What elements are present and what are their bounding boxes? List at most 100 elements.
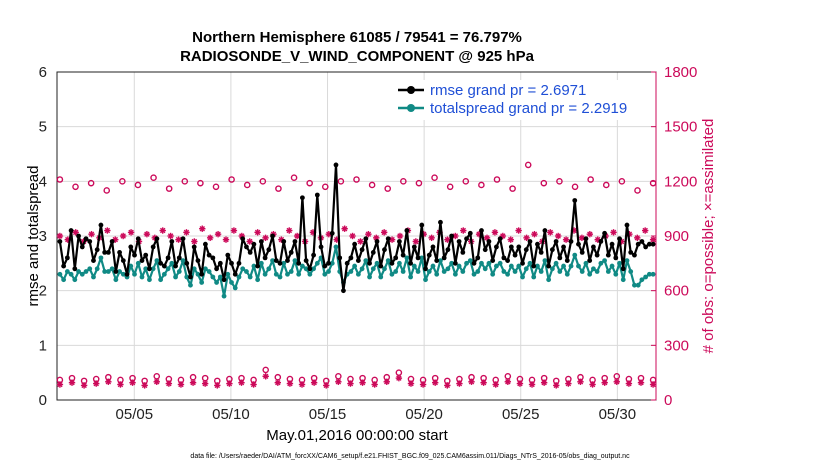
chart-subtitle: RADIOSONDE_V_WIND_COMPONENT @ 925 hPa (180, 48, 535, 65)
totalspread-point (557, 269, 563, 274)
y-tick-label-right: 1200 (664, 173, 697, 190)
obs-possible-point (150, 174, 157, 181)
rmse-point (57, 239, 63, 244)
obs-assimilated-point (649, 236, 657, 243)
y-tick-label: 0 (39, 392, 47, 409)
rmse-point (549, 247, 555, 253)
rmse-point (180, 236, 186, 242)
obs-assimilated-point (586, 230, 594, 238)
rmse-point (240, 236, 246, 242)
totalspread-point (87, 266, 93, 272)
rmse-point (221, 277, 227, 283)
y-tick-label: 3 (39, 228, 47, 245)
obs-assimilated-point (165, 380, 173, 387)
rmse-point (255, 263, 261, 269)
rmse-point (188, 274, 193, 280)
rmse-point (479, 228, 484, 233)
rmse-point (583, 236, 589, 242)
totalspread-point (512, 269, 518, 274)
totalspread-point (415, 269, 421, 274)
y-tick-label-right: 300 (664, 337, 689, 354)
totalspread-point (535, 263, 540, 269)
rmse-point (184, 260, 190, 266)
totalspread-point (434, 271, 440, 277)
obs-assimilated-point (335, 378, 342, 385)
totalspread-point (91, 274, 96, 280)
obs-possible-point (509, 185, 516, 192)
obs-possible-point (274, 373, 282, 381)
totalspread-point (154, 258, 160, 263)
obs-assimilated-point (383, 378, 390, 385)
totalspread-point (385, 258, 391, 263)
rmse-point (109, 239, 115, 244)
obs-possible-point (431, 174, 438, 181)
obs-possible-point (415, 179, 423, 187)
rmse-point (602, 230, 608, 236)
obs-assimilated-point (444, 382, 451, 389)
totalspread-point (236, 274, 242, 280)
obs-assimilated-point (238, 379, 245, 386)
totalspread-point (561, 263, 566, 269)
rmse-point (225, 252, 231, 258)
obs-assimilated-point (547, 229, 554, 236)
totalspread-point (546, 277, 552, 283)
rmse-point (128, 244, 134, 250)
rmse-point (591, 244, 596, 250)
rmse-point (281, 239, 287, 244)
totalspread-point (258, 260, 264, 266)
rmse-point (285, 258, 290, 263)
totalspread-point (83, 269, 89, 274)
rmse-point (244, 244, 249, 250)
rmse-point (120, 258, 126, 263)
totalspread-point (296, 271, 302, 277)
obs-assimilated-point (562, 236, 570, 243)
rmse-point (393, 255, 399, 261)
totalspread-point (572, 252, 578, 258)
totalspread-point (270, 258, 275, 263)
rmse-point (247, 250, 253, 255)
rmse-point (367, 260, 372, 266)
rmse-point (83, 236, 89, 242)
obs-assimilated-point (565, 380, 572, 387)
obs-assimilated-point (357, 238, 364, 245)
totalspread-point (374, 260, 380, 266)
rmse-point (94, 247, 100, 253)
rmse-point (87, 239, 93, 244)
totalspread-point (161, 271, 167, 277)
rmse-point (113, 269, 119, 274)
totalspread-point (438, 258, 443, 263)
totalspread-point (225, 271, 231, 277)
rmse-point (195, 258, 201, 263)
obs-assimilated-point (206, 234, 214, 242)
rmse-point (382, 247, 387, 253)
rmse-point (292, 239, 298, 244)
obs-possible-point (275, 185, 282, 192)
rmse-point (482, 247, 488, 253)
totalspread-point (195, 271, 201, 277)
totalspread-point (471, 271, 477, 277)
obs-assimilated-point (56, 381, 64, 388)
totalspread-point (247, 274, 253, 280)
totalspread-point (475, 269, 481, 274)
y-tick-label: 1 (39, 337, 47, 354)
rmse-point (564, 258, 570, 263)
y-tick-label-right: 600 (664, 283, 689, 300)
rmse-point (214, 266, 219, 272)
totalspread-point (370, 266, 376, 272)
rmse-point (538, 250, 544, 255)
rmse-point (553, 239, 559, 244)
totalspread-point (273, 271, 279, 277)
obs-possible-point (134, 181, 142, 189)
obs-assimilated-point (634, 234, 641, 242)
rmse-point (628, 250, 634, 255)
obs-assimilated-point (105, 378, 112, 385)
totalspread-point (184, 274, 190, 280)
rmse-point (430, 244, 436, 250)
totalspread-point (404, 255, 410, 261)
rmse-point (441, 255, 447, 261)
rmse-point (445, 247, 451, 253)
rmse-point (135, 236, 141, 242)
rmse-point (322, 263, 328, 269)
rmse-point (169, 239, 175, 244)
